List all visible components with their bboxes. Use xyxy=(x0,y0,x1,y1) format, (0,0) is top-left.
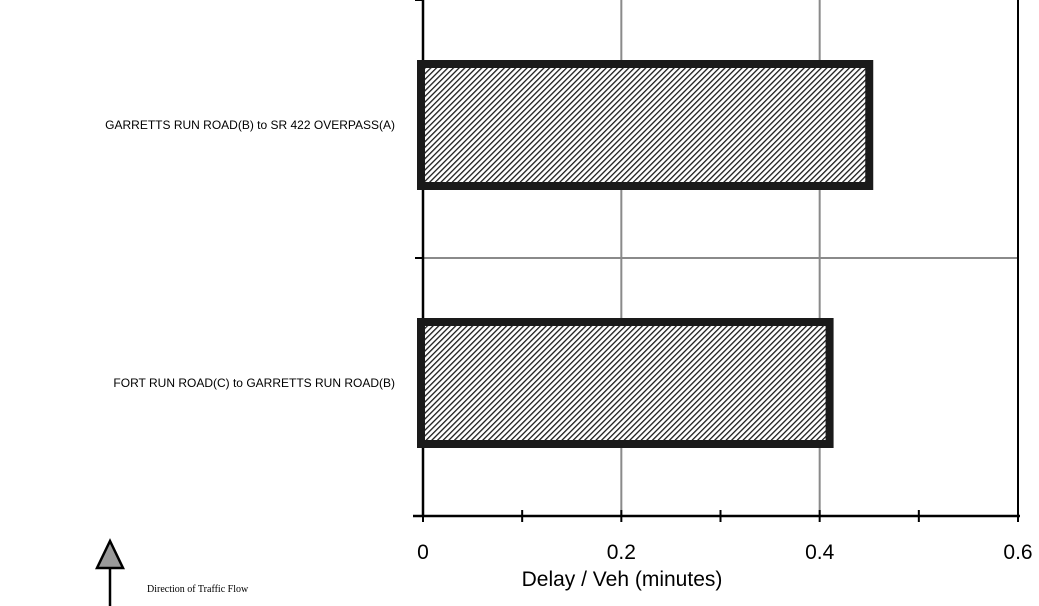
bar xyxy=(417,60,874,190)
x-tick-label: 0.6 xyxy=(1003,541,1032,564)
x-tick-label: 0.2 xyxy=(607,541,636,564)
up-arrow-icon xyxy=(95,538,125,606)
x-axis-title: Delay / Veh (minutes) xyxy=(522,568,723,591)
direction-indicator: Direction of Traffic Flow xyxy=(95,538,249,606)
direction-label: Direction of Traffic Flow xyxy=(147,584,249,595)
bars xyxy=(417,60,874,448)
x-tick-label: 0 xyxy=(417,541,429,564)
bar xyxy=(417,318,834,448)
category-label: FORT RUN ROAD(C) to GARRETTS RUN ROAD(B) xyxy=(113,376,395,390)
x-tick-label: 0.4 xyxy=(805,541,835,564)
category-labels: GARRETTS RUN ROAD(B) to SR 422 OVERPASS(… xyxy=(105,118,395,390)
x-tick-labels: 0 0.2 0.4 0.6 xyxy=(417,541,1032,564)
category-label: GARRETTS RUN ROAD(B) to SR 422 OVERPASS(… xyxy=(105,118,395,132)
